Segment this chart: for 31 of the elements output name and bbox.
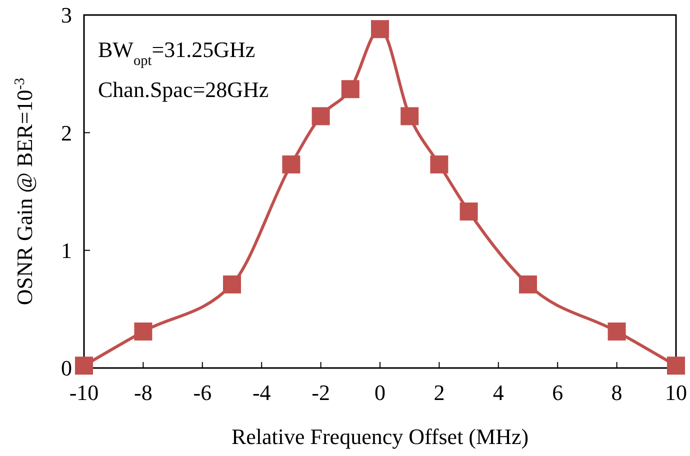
annotation: Chan.Spac=28GHz — [98, 77, 269, 102]
point — [519, 275, 537, 294]
y-tick-label: 3 — [61, 2, 72, 28]
point — [75, 356, 93, 375]
point — [460, 202, 478, 221]
y-tick-label: 2 — [61, 120, 72, 146]
x-tick-label: 10 — [665, 380, 687, 405]
x-tick-label: -6 — [193, 380, 212, 405]
annotation: BW$_{opt}$=31.25GHz — [98, 37, 256, 69]
x-tick-label: -2 — [312, 380, 330, 405]
point — [430, 155, 448, 174]
point — [282, 155, 300, 174]
y-tick-label: 1 — [61, 238, 72, 264]
point — [312, 107, 330, 126]
point — [371, 20, 389, 38]
point — [608, 322, 626, 341]
point — [134, 322, 152, 341]
x-tick-label: -8 — [134, 380, 152, 405]
y-tick-label: 0 — [61, 356, 72, 381]
x-tick-label: -10 — [69, 380, 99, 405]
x-tick-label: 8 — [611, 380, 622, 405]
x-tick-label: 4 — [492, 380, 504, 405]
point — [667, 356, 685, 375]
x-tick-label: 2 — [434, 380, 445, 405]
point — [223, 275, 241, 294]
x-axis-title: Relative Frequency Offset (MHz) — [231, 424, 529, 449]
point — [400, 107, 419, 126]
x-tick-label: 6 — [552, 380, 564, 405]
x-tick-label: -4 — [252, 380, 271, 405]
point — [341, 80, 360, 98]
x-tick-label: 0 — [374, 380, 386, 405]
